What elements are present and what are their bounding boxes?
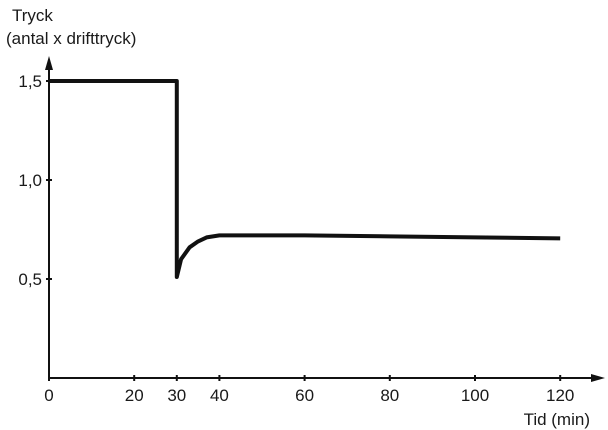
y-axis-title-line2: (antal x drifttryck) [6,29,136,48]
y-ticks: 0,5 1,0 1,5 [18,72,52,289]
y-axis-arrowhead [45,56,53,70]
x-tick-label: 0 [44,386,53,405]
x-tick-label: 120 [546,386,574,405]
y-tick-label: 1,0 [18,171,42,190]
y-tick-label: 1,5 [18,72,42,91]
x-tick-label: 40 [210,386,229,405]
x-axis-arrowhead [591,374,605,382]
x-tick-label: 30 [167,386,186,405]
y-axis-title-line1: Tryck [12,6,53,25]
x-tick-label: 100 [461,386,489,405]
x-tick-label: 60 [295,386,314,405]
x-axis-title: Tid (min) [524,410,590,429]
x-tick-label: 80 [380,386,399,405]
plot-area [49,79,561,279]
x-ticks: 0 20 30 40 60 80 100 120 [44,375,574,405]
pressure-series-line [49,79,561,279]
y-tick-label: 0,5 [18,270,42,289]
x-tick-label: 20 [125,386,144,405]
